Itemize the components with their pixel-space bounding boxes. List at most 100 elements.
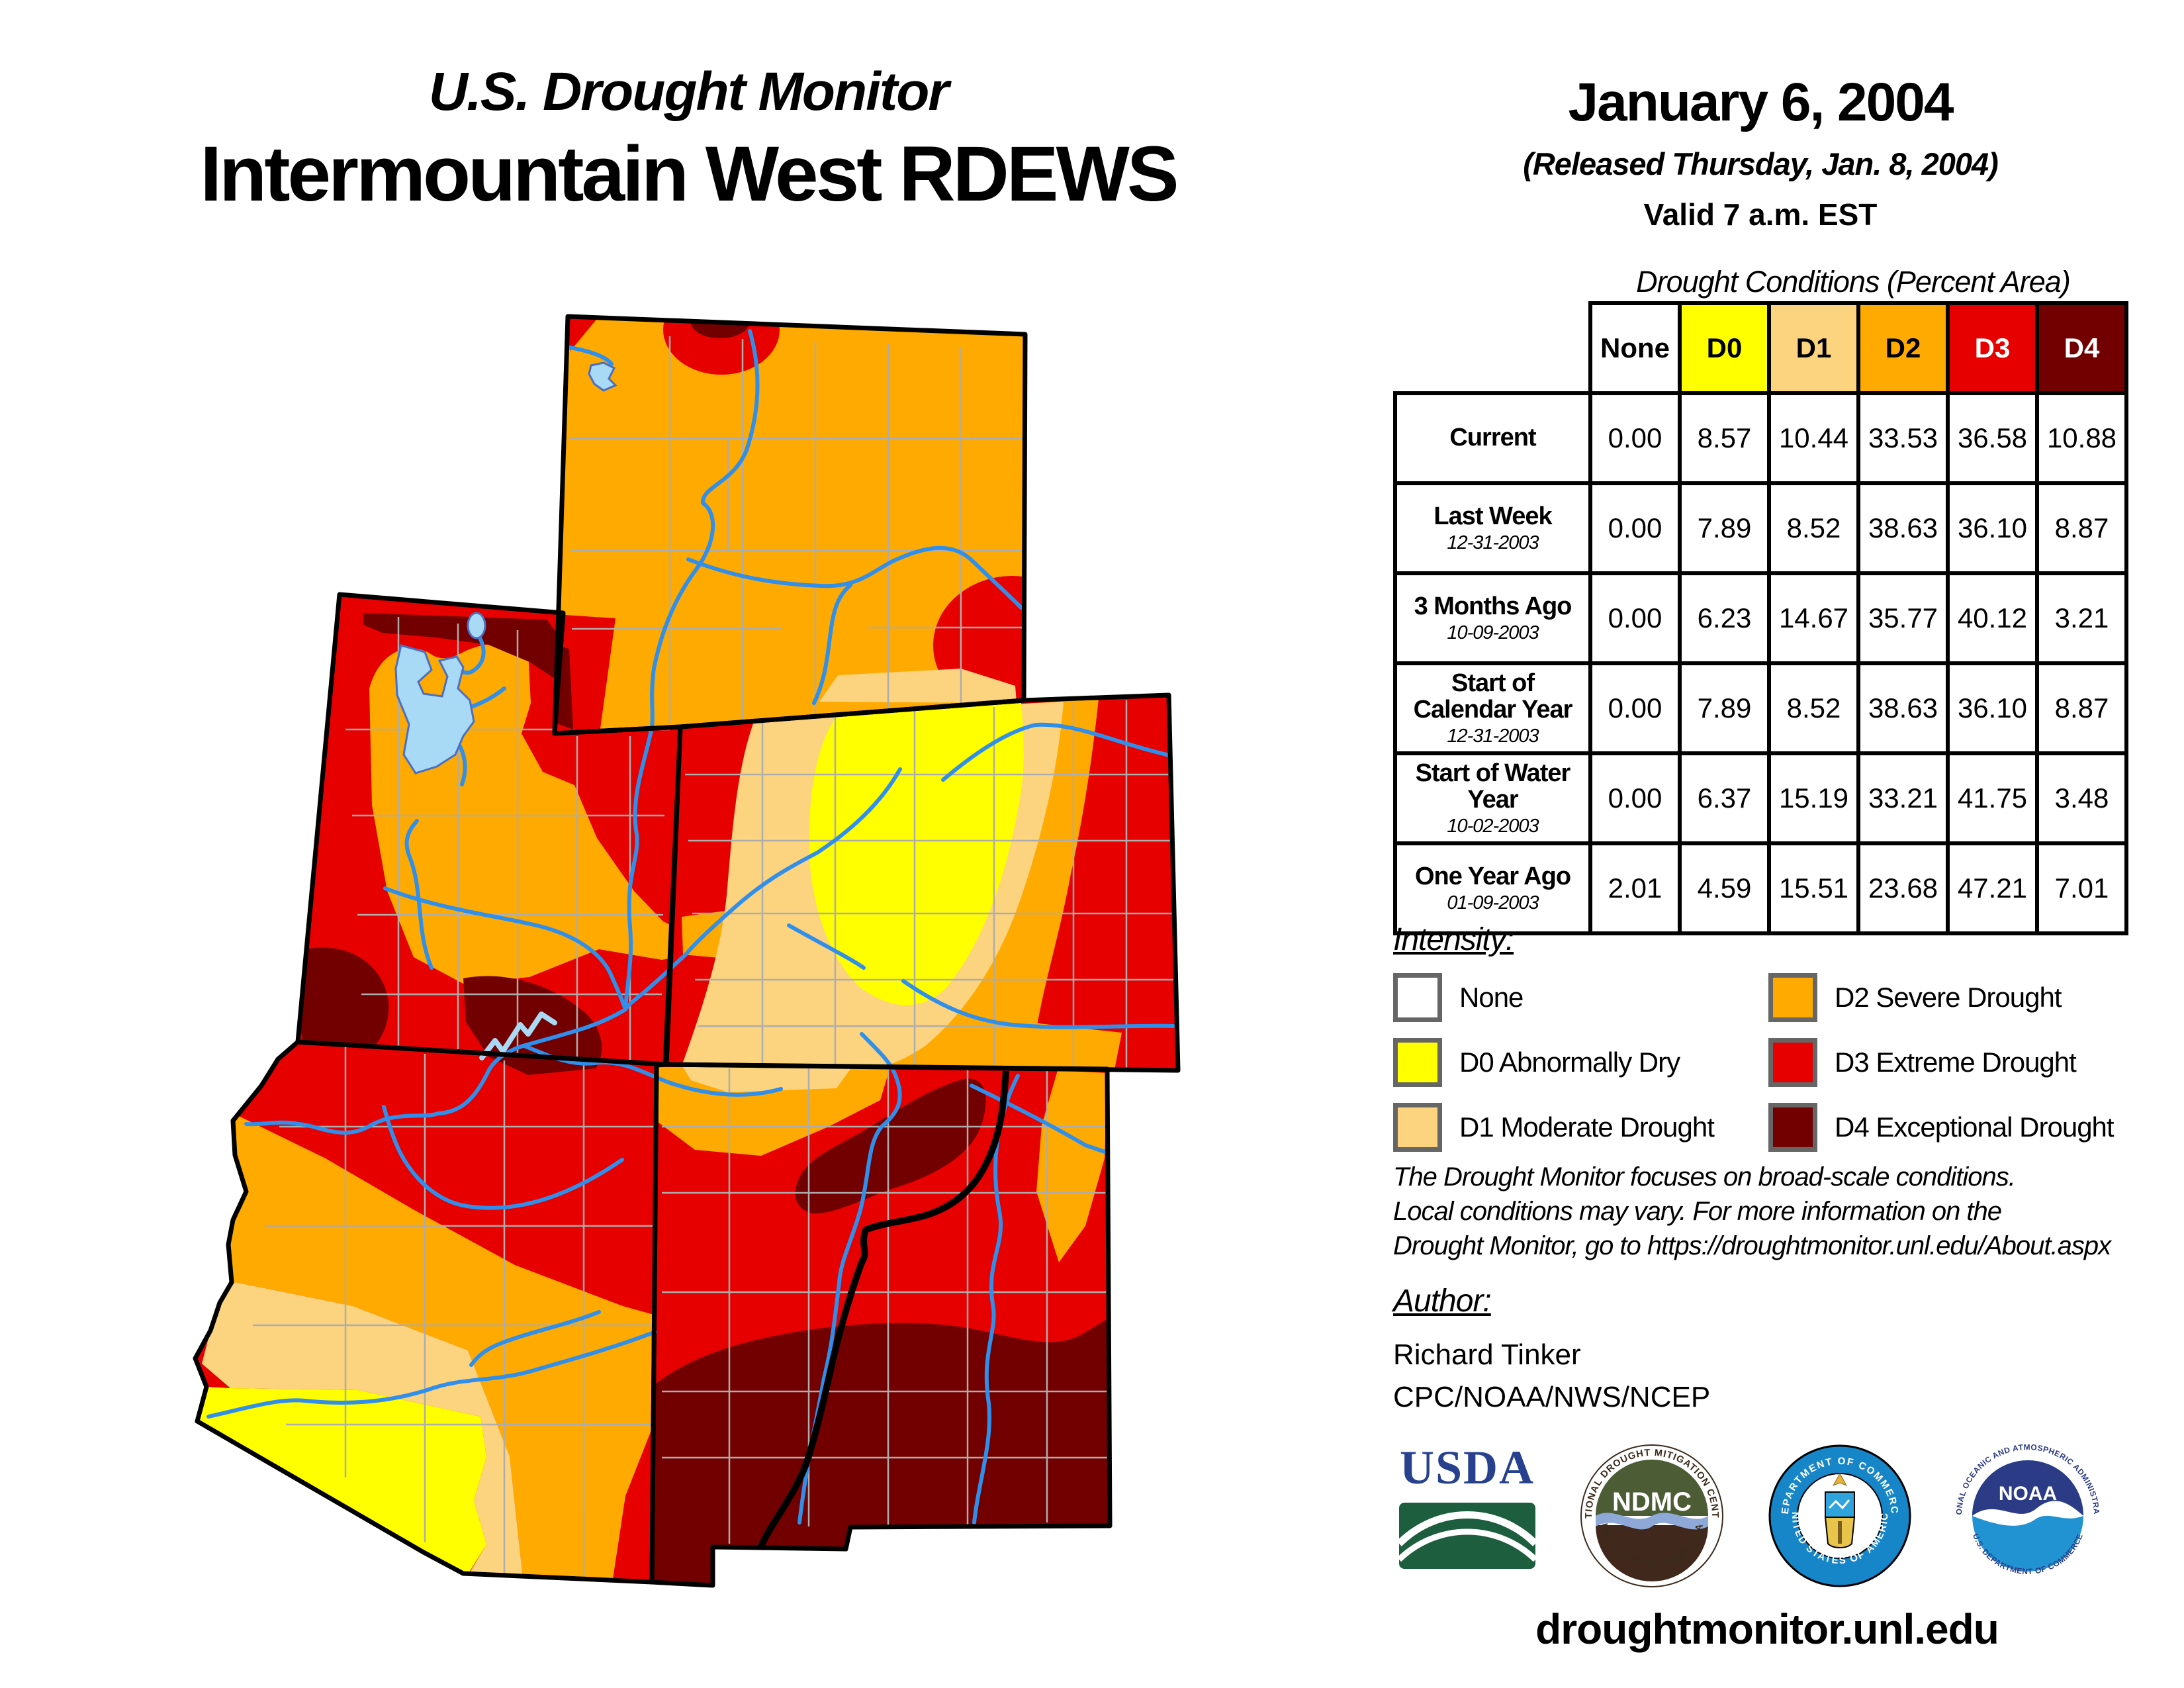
lakes	[394, 361, 617, 1060]
valid-time: Valid 7 a.m. EST	[1643, 197, 1878, 232]
lake-powell	[479, 1011, 557, 1060]
row-label-text: Start of Water Year	[1415, 759, 1571, 814]
cell: 23.68	[1856, 841, 1950, 935]
cell: 36.10	[1946, 661, 2039, 755]
rio-grande	[797, 1032, 902, 1524]
disclaimer-line: The Drought Monitor focuses on broad-sca…	[1393, 1162, 2016, 1192]
author-name: Richard Tinker	[1393, 1338, 1581, 1371]
table-title: Drought Conditions (Percent Area)	[1636, 265, 2071, 299]
usda-swoosh-icon	[1396, 1503, 1538, 1569]
col-header-d0: D0	[1678, 301, 1771, 395]
state-borders	[193, 314, 1181, 1588]
row-sublabel: 10-09-2003	[1447, 622, 1539, 643]
legend-label: D3 Extreme Drought	[1835, 1047, 2077, 1078]
cell: 6.37	[1678, 751, 1771, 845]
map-date: January 6, 2004	[1568, 72, 1954, 132]
row-label: Start of Water Year 10-02-2003	[1393, 751, 1592, 845]
d1-swatch	[1393, 1103, 1442, 1152]
legend-label: D4 Exceptional Drought	[1835, 1111, 2115, 1143]
col-header-d3: D3	[1946, 301, 2039, 395]
cell: 36.10	[1946, 481, 2039, 575]
table-row: Last Week 12-31-2003 0.00 7.89 8.52 38.63…	[1393, 481, 2128, 575]
legend-heading: Intensity:	[1393, 922, 1514, 957]
row-label-text: Start of Calendar Year	[1413, 669, 1573, 724]
doc-eagle-icon	[1832, 1472, 1848, 1486]
little-colorado-river	[382, 1105, 624, 1210]
legend-item-d4: D4 Exceptional Drought	[1768, 1103, 2115, 1152]
disclaimer-line: Local conditions may vary. For more info…	[1393, 1197, 2002, 1226]
col-header-d4: D4	[2035, 301, 2128, 395]
cell: 8.52	[1767, 661, 1860, 755]
cell: 0.00	[1588, 391, 1682, 485]
cell: 40.12	[1946, 571, 2039, 665]
cell: 7.01	[2035, 841, 2128, 935]
cell: 7.89	[1678, 661, 1771, 755]
col-header-d2: D2	[1856, 301, 1950, 395]
rdews-region-boundary	[756, 1070, 1009, 1550]
cell: 2.01	[1588, 841, 1682, 935]
legend-label: None	[1459, 982, 1524, 1013]
gila-river	[206, 1330, 657, 1419]
great-salt-lake	[394, 644, 475, 774]
d4-swatch	[1768, 1103, 1817, 1152]
legend-item-d1: D1 Moderate Drought	[1393, 1103, 1715, 1152]
row-sublabel: 01-09-2003	[1447, 892, 1539, 914]
disclaimer-line: Drought Monitor, go to https://droughtmo…	[1393, 1231, 2111, 1260]
cell: 10.88	[2035, 391, 2128, 485]
bear-lake	[467, 612, 486, 639]
fremont-river	[383, 886, 627, 1011]
ndmc-logo: NDMC NATIONAL DROUGHT MITIGATION CENTER …	[1580, 1444, 1723, 1587]
cell: 8.52	[1767, 481, 1860, 575]
row-label-text: 3 Months Ago	[1414, 592, 1572, 620]
legend-item-d3: D3 Extreme Drought	[1768, 1038, 2077, 1087]
cell: 15.19	[1767, 751, 1860, 845]
row-sublabel: 10-02-2003	[1447, 815, 1539, 837]
legend-label: D1 Moderate Drought	[1459, 1111, 1715, 1143]
row-label-text: One Year Ago	[1414, 862, 1571, 890]
colorado-drought-fills	[665, 695, 1178, 1070]
report-supertitle: U.S. Drought Monitor	[428, 62, 949, 122]
cell: 15.51	[1767, 841, 1860, 935]
colorado-border	[662, 692, 1181, 1073]
table-row: 3 Months Ago 10-09-2003 0.00 6.23 14.67 3…	[1393, 571, 2128, 665]
cell: 38.63	[1856, 661, 1950, 755]
pecos-river	[972, 1074, 1020, 1524]
legend-item-d0: D0 Abnormally Dry	[1393, 1038, 1680, 1087]
noaa-logo-text: NOAA	[1999, 1483, 2057, 1505]
sevier-river	[404, 819, 433, 970]
colorado-river	[244, 767, 902, 1135]
cell: 10.44	[1767, 391, 1860, 485]
cell: 7.89	[1678, 481, 1771, 575]
row-sublabel: 12-31-2003	[1447, 725, 1539, 747]
legend-label: D2 Severe Drought	[1835, 982, 2062, 1013]
cell: 36.58	[1946, 391, 2039, 485]
row-label-text: Current	[1449, 424, 1536, 452]
cell: 41.75	[1946, 751, 2039, 845]
disclaimer-text: The Drought Monitor focuses on broad-sca…	[1393, 1160, 2161, 1263]
author-heading: Author:	[1393, 1284, 1492, 1319]
row-label-text: Last Week	[1433, 502, 1552, 530]
row-label: Current	[1393, 391, 1592, 485]
col-header-d1: D1	[1767, 301, 1860, 395]
cell: 0.00	[1588, 571, 1682, 665]
doc-shield-icon	[1824, 1491, 1856, 1548]
north-platte-river	[686, 545, 1023, 610]
cell: 33.21	[1856, 751, 1950, 845]
cell: 8.87	[2035, 661, 2128, 755]
cell: 4.59	[1678, 841, 1771, 935]
south-platte-river	[941, 722, 1173, 782]
arizona-border	[193, 1039, 668, 1585]
drought-conditions-table: None D0 D1 D2 D3 D4 Current 0.00 8.57 10…	[1393, 301, 2128, 935]
cell: 0.00	[1588, 751, 1682, 845]
table-corner-cell	[1395, 303, 1590, 393]
cell: 3.21	[2035, 571, 2128, 665]
noaa-gull-icon	[1972, 1501, 2083, 1526]
date-block: January 6, 2004 (Released Thursday, Jan.…	[1403, 71, 2118, 232]
d0-swatch	[1393, 1038, 1442, 1087]
row-label: 3 Months Ago 10-09-2003	[1393, 571, 1592, 665]
department-of-commerce-logo: DEPARTMENT OF COMMERCE UNITED STATES OF …	[1768, 1444, 1911, 1587]
d3-swatch	[1768, 1038, 1817, 1087]
usda-logo: USDA	[1396, 1444, 1538, 1573]
cell: 33.53	[1856, 391, 1950, 485]
